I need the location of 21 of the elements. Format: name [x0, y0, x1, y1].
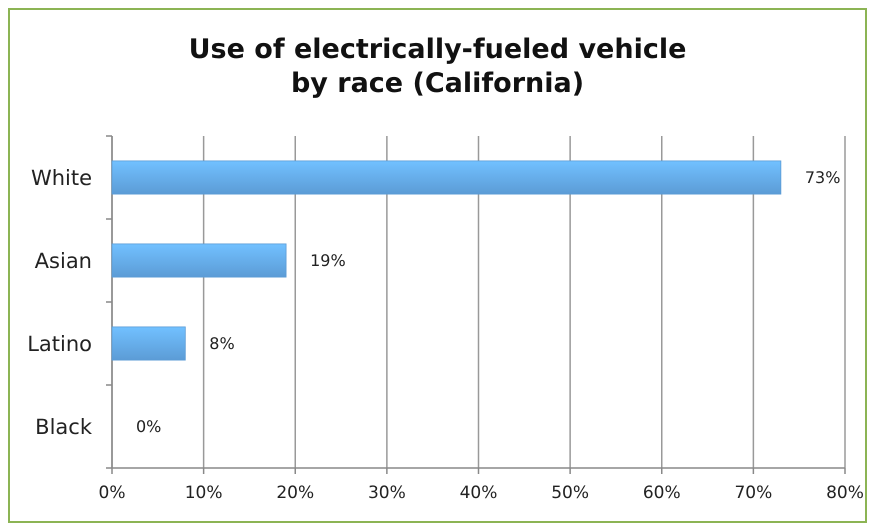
bar [112, 244, 286, 278]
x-tick-label: 20% [276, 483, 314, 503]
chart-title: Use of electrically-fueled vehicle by race (California) [188, 34, 686, 99]
x-tick-label: 70% [734, 483, 772, 503]
x-tick-label: 30% [368, 483, 406, 503]
x-tick-label: 40% [460, 483, 498, 503]
data-label: 0% [136, 417, 162, 436]
bar [112, 326, 186, 360]
y-tick-label: Black [35, 414, 93, 439]
data-label: 73% [804, 168, 840, 188]
y-tick-label: Latino [27, 332, 92, 356]
y-tick-label: White [30, 166, 92, 190]
x-tick-label: 50% [551, 483, 590, 503]
x-tick-label: 0% [98, 483, 126, 503]
data-label: 8% [209, 334, 235, 354]
x-tick-label: 60% [642, 483, 681, 503]
y-tick-label: Asian [34, 248, 92, 273]
x-tick-label: 80% [826, 483, 864, 503]
bar [112, 160, 782, 194]
data-label: 19% [310, 251, 346, 270]
x-tick-label: 10% [184, 483, 223, 503]
